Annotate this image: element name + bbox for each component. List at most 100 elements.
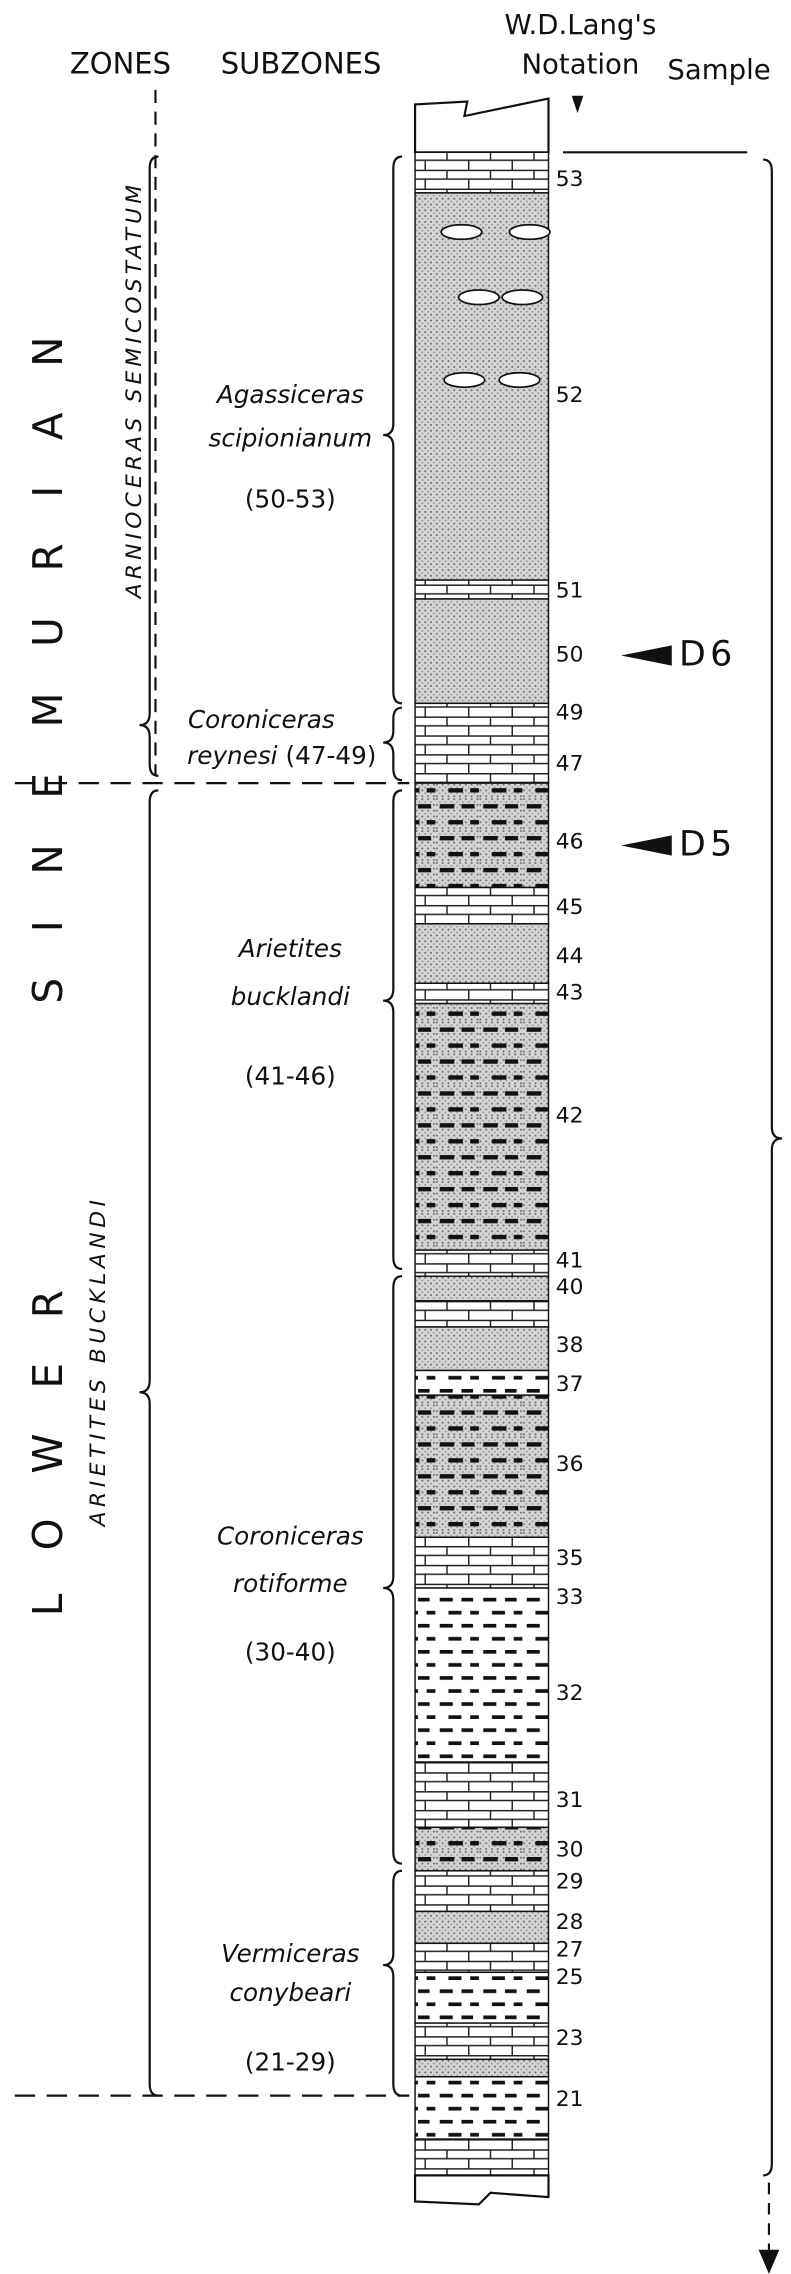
subzone-range: (50-53)	[245, 484, 336, 513]
subzone-range: (21-29)	[245, 2048, 336, 2077]
bed-layer	[415, 888, 548, 924]
bed-number: 51	[556, 579, 584, 604]
brace	[383, 157, 402, 704]
bed-layer	[415, 783, 548, 887]
bed-number: 45	[556, 895, 584, 920]
bed-layer	[415, 1370, 548, 1395]
bed-layer	[415, 1276, 548, 1301]
bed-layer	[415, 1004, 548, 1251]
subzone-name: Coroniceras	[217, 1521, 364, 1550]
bed-number: 52	[556, 383, 584, 408]
bed-number: 41	[556, 1249, 584, 1274]
brace	[383, 790, 402, 1269]
stage-label: LOWER	[24, 1290, 72, 1616]
bed-number: 29	[556, 1869, 584, 1894]
subzone-name: Agassiceras	[215, 380, 364, 409]
subzone-name: Vermiceras	[221, 1939, 359, 1968]
bed-number: 40	[556, 1275, 584, 1300]
subzone-species: bucklandi	[231, 982, 350, 1011]
zone-label: ARNIOCERAS SEMICOSTATUM	[122, 185, 147, 601]
bed-layer	[415, 1827, 548, 1871]
bed-number: 23	[556, 2026, 584, 2051]
header-notation: W.D.Lang's	[504, 9, 656, 41]
bed-layer	[415, 1301, 548, 1327]
bed-number: 53	[556, 167, 584, 192]
bed-layer	[415, 1762, 548, 1827]
bed-number: 49	[556, 701, 584, 726]
fossil	[444, 373, 485, 388]
fossil	[441, 225, 482, 240]
header-notation: Notation	[521, 48, 639, 80]
sample-label: D6	[679, 635, 737, 675]
bed-number: 46	[556, 830, 584, 855]
bed-layer	[415, 2059, 548, 2076]
bed-layer	[415, 1588, 548, 1762]
sample-marker	[621, 835, 672, 855]
stratigraphic-column: ZONES SUBZONES W.D.Lang's Notation Sampl…	[0, 0, 791, 2274]
bed-number: 30	[556, 1838, 584, 1863]
bed-layer	[415, 2023, 548, 2059]
subzone-range: (41-46)	[245, 1062, 336, 1091]
fossil	[459, 290, 500, 305]
bed-number: 43	[556, 980, 584, 1005]
brace	[383, 1276, 402, 1863]
bed-number: 35	[556, 1546, 584, 1571]
subzone-name: Coroniceras	[188, 705, 335, 734]
bed-layer	[415, 2139, 548, 2175]
sample-arrow	[760, 2251, 777, 2271]
subzone-range: (47-49)	[286, 741, 377, 770]
bed-number: 47	[556, 751, 584, 776]
bed-layer	[415, 1395, 548, 1537]
bed-number: 21	[556, 2087, 584, 2112]
bed-layer	[415, 983, 548, 1003]
brace	[140, 790, 159, 2095]
bed-layer	[415, 1972, 548, 2023]
notation-arrow	[572, 96, 584, 113]
bed-layer	[415, 1871, 548, 1912]
bed-number: 42	[556, 1104, 584, 1129]
bed-number: 25	[556, 1965, 584, 1990]
bed-number: 44	[556, 944, 584, 969]
column-cap	[415, 99, 548, 153]
fossil	[509, 225, 550, 240]
bed-layer	[415, 924, 548, 983]
subzone-species: scipionianum	[209, 423, 373, 452]
subzone-name: Arietites	[237, 934, 342, 963]
bed-number: 50	[556, 643, 584, 668]
bed-layer	[415, 1943, 548, 1972]
bed-layer	[415, 580, 548, 599]
bed-layer	[415, 703, 548, 783]
column	[415, 99, 550, 2205]
bed-number: 27	[556, 1938, 584, 1963]
subzone-species: rotiforme	[233, 1569, 348, 1598]
header-zones: ZONES	[70, 46, 171, 80]
column-base	[415, 2175, 548, 2204]
bed-layer	[415, 1911, 548, 1943]
brace	[763, 160, 782, 2176]
bed-layer	[415, 599, 548, 703]
bed-number: 31	[556, 1788, 584, 1813]
brace	[383, 1871, 402, 2096]
subzone-species: reynesi	[187, 741, 277, 770]
bed-number: 36	[556, 1452, 584, 1477]
bed-layer	[415, 2077, 548, 2139]
fossil	[502, 290, 543, 305]
header-sample: Sample	[667, 54, 770, 86]
sample-marker	[621, 645, 672, 665]
bed-layer	[415, 152, 548, 193]
subzone-range: (30-40)	[245, 1637, 336, 1666]
bed-number: 33	[556, 1585, 584, 1610]
headers: ZONES SUBZONES W.D.Lang's Notation Sampl…	[70, 9, 771, 113]
bed-number: 32	[556, 1681, 584, 1706]
bed-number: 28	[556, 1910, 584, 1935]
zone-label: ARIETITES BUCKLANDI	[86, 1200, 111, 1528]
subzone-species: conybeari	[230, 1978, 352, 2007]
fossil	[499, 373, 540, 388]
bed-number: 38	[556, 1333, 584, 1358]
bed-layer	[415, 1327, 548, 1371]
brace	[383, 708, 402, 781]
bed-number: 37	[556, 1372, 584, 1397]
bed-layer	[415, 1537, 548, 1588]
stage-label: SINEMURIAN	[24, 336, 72, 1003]
sample-label: D5	[679, 824, 737, 864]
